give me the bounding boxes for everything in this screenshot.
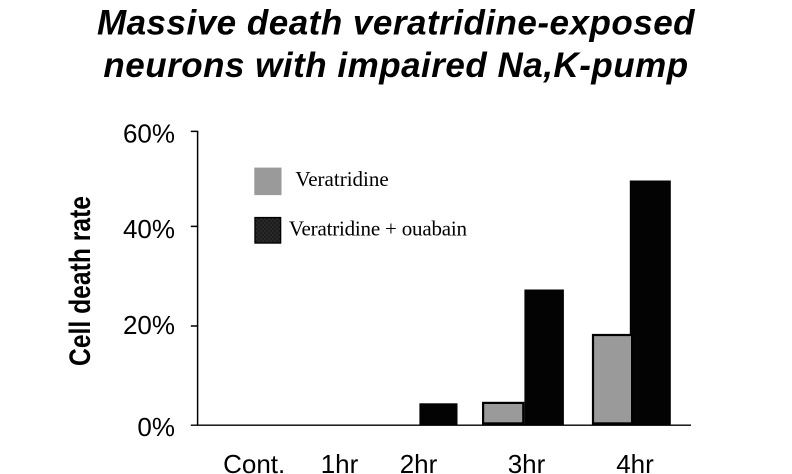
svg-text:0%: 0% (137, 412, 175, 442)
svg-text:40%: 40% (123, 214, 175, 244)
svg-text:1hr: 1hr (321, 449, 359, 474)
svg-text:2hr: 2hr (400, 449, 438, 474)
svg-text:4hr: 4hr (616, 449, 654, 474)
svg-text:3hr: 3hr (508, 449, 546, 474)
svg-text:60%: 60% (123, 119, 175, 149)
svg-text:Cell death rate: Cell death rate (64, 196, 97, 366)
svg-text:neurons with impaired Na,K-pum: neurons with impaired Na,K-pump (103, 46, 688, 85)
svg-text:Veratridine + ouabain: Veratridine + ouabain (289, 217, 468, 241)
svg-text:Cont.: Cont. (223, 449, 285, 474)
svg-text:Veratridine: Veratridine (295, 167, 388, 191)
svg-text:20%: 20% (123, 310, 175, 340)
svg-text:Massive death veratridine-expo: Massive death veratridine-exposed (97, 4, 695, 43)
